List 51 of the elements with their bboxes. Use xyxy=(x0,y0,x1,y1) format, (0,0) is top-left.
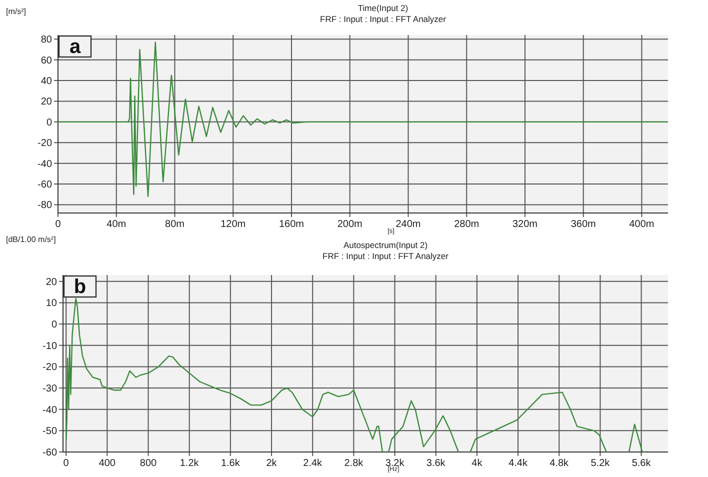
x-tick-label: 240m xyxy=(396,219,421,230)
x-tick-label: 320m xyxy=(512,219,538,230)
y-tick-label: 20 xyxy=(46,276,58,288)
x-tick-label: 4.8k xyxy=(550,458,570,469)
y-tick-label: -40 xyxy=(38,158,52,170)
annotation: a xyxy=(69,36,82,58)
x-tick-label: 5.2k xyxy=(590,458,611,469)
x-tick-label: 4.4k xyxy=(508,458,528,469)
y-tick-label: 20 xyxy=(40,96,52,108)
y-tick-label: -40 xyxy=(42,404,58,416)
x-tick-label: 40m xyxy=(106,219,126,230)
line-series xyxy=(57,42,669,198)
y-tick-label: 0 xyxy=(51,320,58,331)
x-tick-label: 80m xyxy=(165,219,184,230)
x-tick-label: 160m xyxy=(278,219,304,230)
y-tick-label: -20 xyxy=(38,138,52,150)
y-tick-label: -60 xyxy=(42,448,58,458)
annotation: b xyxy=(74,276,86,298)
y-axis-title: [m/s²] xyxy=(6,7,26,16)
y-tick-label: -20 xyxy=(42,362,58,374)
x-tick-label: 1.2k xyxy=(180,458,200,469)
chart-subtitle: FRF : Input : Input : FFT Analyzer xyxy=(320,14,446,24)
x-tick-label: 0 xyxy=(63,458,70,469)
x-tick-label: 2.4k xyxy=(303,458,324,469)
y-tick-label: -10 xyxy=(42,340,58,352)
y-tick-label: -80 xyxy=(38,200,52,212)
x-tick-label: 120m xyxy=(220,219,246,230)
x-tick-label: 800 xyxy=(140,458,158,469)
x-tick-label: 3.6k xyxy=(426,458,446,469)
x-tick-label: 1.6k xyxy=(220,458,241,469)
y-tick-label: 10 xyxy=(46,298,58,310)
y-tick-label: 0 xyxy=(46,117,52,128)
y-tick-label: 40 xyxy=(40,76,52,88)
x-tick-label: 2k xyxy=(266,458,278,469)
y-tick-label: -50 xyxy=(42,426,58,438)
y-tick-label: -30 xyxy=(42,384,58,395)
x-tick-label: 2.8k xyxy=(344,458,364,469)
x-tick-label: 200m xyxy=(337,219,362,230)
chart-subtitle: FRF : Input : Input : FFT Analyzer xyxy=(322,251,449,261)
y-tick-label: 60 xyxy=(40,55,52,66)
x-tick-label: 5.6k xyxy=(632,458,652,469)
chart-title: Autospectrum(Input 2) xyxy=(343,240,428,250)
y-axis-title: [dB/1.00 m/s²] xyxy=(6,235,56,244)
x-tick-label: 4k xyxy=(472,458,484,469)
y-tick-label: -60 xyxy=(38,180,52,191)
x-tick-label: 400 xyxy=(98,458,116,469)
x-tick-label: 360m xyxy=(570,219,596,230)
y-tick-label: 80 xyxy=(40,34,52,46)
x-tick-label: 400m xyxy=(629,219,654,230)
chart-title: Time(Input 2) xyxy=(358,3,408,13)
x-tick-label: 280m xyxy=(454,219,480,230)
